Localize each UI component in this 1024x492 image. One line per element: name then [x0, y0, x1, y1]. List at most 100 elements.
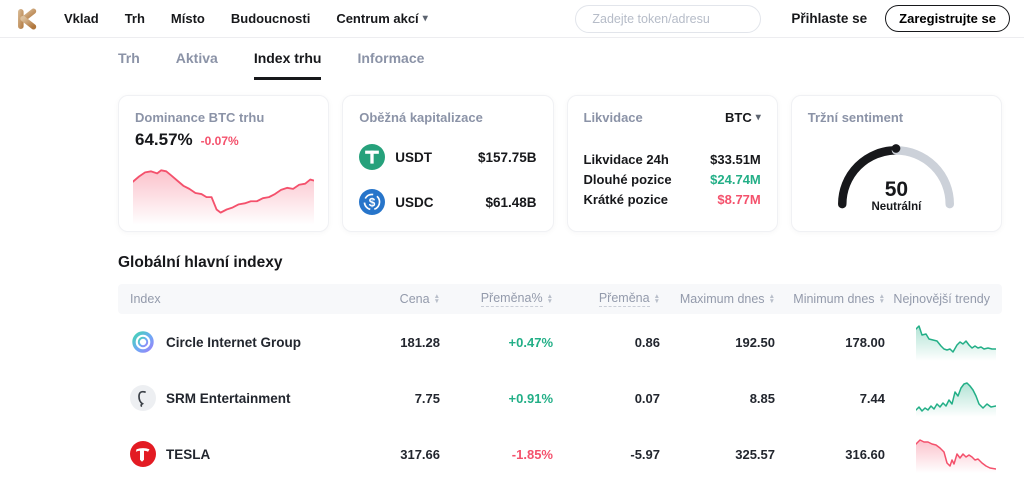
usdt-value: $157.75B	[477, 149, 537, 165]
chevron-down-icon: ▾	[755, 111, 761, 123]
usdt-icon	[359, 144, 386, 170]
low-cell: 316.60	[845, 446, 885, 462]
col-change[interactable]: Přeměna ▲ ▼	[553, 284, 660, 314]
nav-item-misto[interactable]: Místo	[170, 11, 205, 26]
col-low[interactable]: Minimum dnes ▲ ▼	[775, 284, 885, 314]
liquidation-card: Likvidace BTC ▾ Likvidace 24h $33.51M Dl…	[566, 95, 778, 232]
main-content: Trh Aktiva Index trhu Informace Dominanc…	[0, 38, 1024, 482]
price-cell: 181.28	[400, 334, 440, 350]
btc-dominance-chart	[132, 161, 316, 225]
high-cell: 192.50	[735, 334, 775, 350]
sort-icon: ▲ ▼	[433, 293, 440, 305]
short-positions-label: Krátké pozice	[583, 191, 669, 207]
tab-informace[interactable]: Informace	[357, 50, 425, 66]
tab-index-trhu[interactable]: Index trhu	[253, 50, 322, 80]
col-high[interactable]: Maximum dnes ▲ ▼	[660, 284, 775, 314]
short-positions-value: $8.77M	[717, 191, 761, 207]
high-cell: 8.85	[749, 390, 775, 406]
market-tabs: Trh Aktiva Index trhu Informace	[118, 50, 1002, 80]
col-price-label: Cena	[399, 292, 430, 306]
tab-trh[interactable]: Trh	[118, 50, 140, 66]
nav-item-centrum-akci[interactable]: Centrum akcí ▾	[336, 11, 427, 26]
usdc-icon: $	[359, 189, 386, 215]
liquidation-24h-row: Likvidace 24h $33.51M	[584, 149, 761, 169]
liquidation-24h-label: Likvidace 24h	[583, 151, 669, 167]
liquidation-24h-value: $33.51M	[710, 151, 761, 167]
col-change-label: Přeměna	[598, 291, 650, 307]
price-cell: 7.75	[414, 390, 440, 406]
overview-cards: Dominance BTC trhu 64.57% -0.07% Oběžná …	[118, 95, 1002, 232]
liquidation-coin-value: BTC	[725, 110, 752, 125]
token-search[interactable]	[575, 4, 762, 33]
usdc-value: $61.48B	[485, 194, 537, 210]
short-positions-row: Krátké pozice $8.77M	[584, 189, 761, 209]
col-low-label: Minimum dnes	[793, 292, 875, 306]
col-change-pct[interactable]: Přeměna% ▲ ▼	[440, 284, 553, 314]
nav-item-trh[interactable]: Trh	[124, 11, 145, 26]
liquidation-coin-select[interactable]: BTC ▾	[725, 110, 761, 125]
long-positions-label: Dlouhé pozice	[583, 171, 672, 187]
search-input[interactable]	[592, 11, 754, 26]
long-positions-row: Dlouhé pozice $24.74M	[584, 169, 761, 189]
change-pct-cell: +0.47%	[508, 334, 553, 350]
trend-sparkline	[885, 435, 1002, 473]
col-price[interactable]: Cena ▲ ▼	[358, 284, 440, 314]
trend-sparkline	[885, 323, 1002, 361]
circle-logo-icon	[132, 331, 154, 353]
indices-table: Index Cena ▲ ▼ Přeměna% ▲ ▼ Přeměna ▲ ▼ Max…	[118, 284, 1002, 482]
tesla-logo-icon	[130, 441, 156, 467]
btc-dominance-card: Dominance BTC trhu 64.57% -0.07%	[118, 95, 330, 232]
svg-text:$: $	[369, 195, 376, 209]
market-cap-title: Oběžná kapitalizace	[359, 110, 483, 125]
usdc-row[interactable]: $ USDC $61.48B	[359, 189, 537, 215]
login-link[interactable]: Přihlaste se	[791, 11, 868, 26]
high-cell: 325.57	[735, 446, 775, 462]
kucoin-logo[interactable]	[14, 6, 40, 32]
change-pct-cell: -1.85%	[511, 446, 553, 462]
nav-item-budoucnosti[interactable]: Budoucnosti	[230, 11, 311, 26]
price-cell: 317.66	[400, 446, 440, 462]
register-button[interactable]: Zaregistrujte se	[885, 5, 1010, 32]
low-cell: 7.44	[859, 390, 885, 406]
gauge-arc-icon	[838, 144, 955, 209]
sort-icon: ▲ ▼	[878, 293, 885, 305]
col-high-label: Maximum dnes	[679, 292, 765, 306]
btc-dominance-value: 64.57%	[135, 130, 193, 149]
sort-icon: ▲ ▼	[546, 293, 553, 305]
col-trend: Nejnovější trendy	[893, 292, 990, 306]
nav-right: Přihlaste se Zaregistrujte se	[575, 4, 1010, 33]
sentiment-label: Neutrální	[871, 201, 922, 213]
col-index: Index	[130, 292, 161, 306]
change-cell: 0.07	[634, 390, 660, 406]
nav-item-vklad[interactable]: Vklad	[64, 11, 99, 26]
change-cell: -5.97	[630, 446, 660, 462]
top-navigation: Vklad Trh Místo Budoucnosti Centrum akcí…	[0, 0, 1024, 38]
section-title: Globální hlavní indexy	[118, 254, 283, 271]
srm-logo-icon	[130, 385, 156, 411]
usdt-label: USDT	[395, 149, 432, 165]
long-positions-value: $24.74M	[710, 171, 761, 187]
usdt-row[interactable]: USDT $157.75B	[359, 144, 537, 170]
index-name: SRM Entertainment	[166, 390, 291, 406]
sentiment-gauge: 50 Neutrální	[830, 131, 962, 215]
sentiment-card: Tržní sentiment 50 Neutrální	[790, 95, 1002, 232]
nav-dropdown-label: Centrum akcí	[336, 11, 419, 26]
sentiment-title: Tržní sentiment	[807, 110, 904, 125]
table-row[interactable]: SRM Entertainment 7.75 +0.91% 0.07 8.85 …	[118, 370, 1002, 426]
index-name: Circle Internet Group	[166, 334, 302, 350]
nav-items: Vklad Trh Místo Budoucnosti Centrum akcí…	[64, 11, 428, 26]
sort-icon: ▲ ▼	[768, 293, 775, 305]
btc-dominance-title: Dominance BTC trhu	[135, 110, 265, 125]
trend-sparkline	[885, 379, 1002, 417]
col-change-pct-label: Přeměna%	[480, 291, 543, 307]
low-cell: 178.00	[845, 334, 885, 350]
change-pct-cell: +0.91%	[508, 390, 553, 406]
change-cell: 0.86	[634, 334, 660, 350]
sentiment-value: 50	[884, 178, 909, 201]
sort-icon: ▲ ▼	[653, 293, 660, 305]
table-row[interactable]: Circle Internet Group 181.28 +0.47% 0.86…	[118, 314, 1002, 370]
tab-aktiva[interactable]: Aktiva	[175, 50, 218, 66]
market-cap-card: Oběžná kapitalizace USDT $157.75B $ USDC…	[342, 95, 554, 232]
table-row[interactable]: TESLA 317.66 -1.85% -5.97 325.57 316.60	[118, 426, 1002, 482]
chevron-down-icon: ▾	[422, 12, 428, 24]
